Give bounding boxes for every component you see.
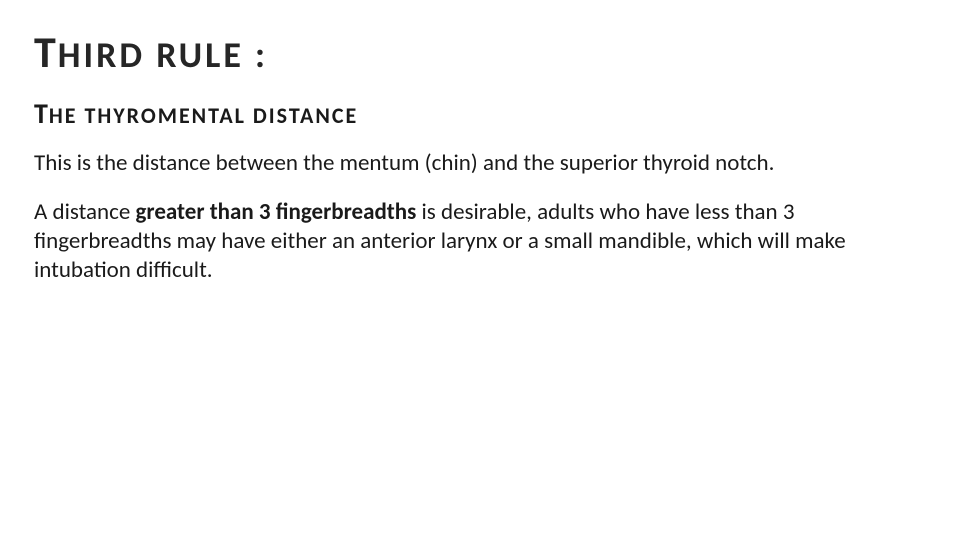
subtitle-cap: T: [34, 96, 49, 131]
para2-bold: greater than 3 fingerbreadths: [136, 198, 417, 226]
slide-title: THIRD RULE :: [34, 28, 926, 76]
para2-pre: A distance: [34, 198, 136, 226]
title-rest: HIRD RULE :: [58, 33, 268, 77]
paragraph-2: A distance greater than 3 fingerbreadths…: [34, 198, 926, 284]
subtitle-rest: HE THYROMENTAL DISTANCE: [49, 102, 358, 129]
title-cap: T: [34, 25, 58, 79]
paragraph-1: This is the distance between the mentum …: [34, 149, 926, 178]
slide-subtitle: THE THYROMENTAL DISTANCE: [34, 96, 926, 131]
slide: THIRD RULE : THE THYROMENTAL DISTANCE Th…: [0, 0, 960, 540]
